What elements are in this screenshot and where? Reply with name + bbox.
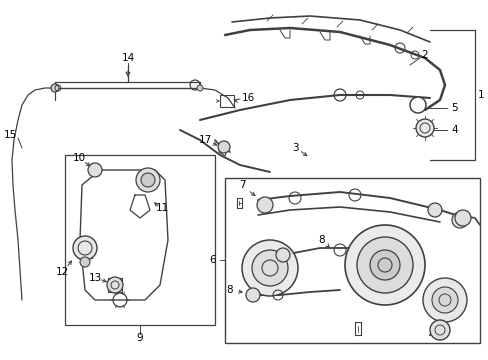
Circle shape [73, 236, 97, 260]
Bar [220, 95, 234, 107]
Bar [65, 155, 215, 325]
Circle shape [107, 277, 123, 293]
Circle shape [141, 173, 155, 187]
Text: 3: 3 [291, 143, 298, 153]
Text: 1: 1 [477, 90, 483, 100]
Circle shape [451, 212, 467, 228]
Bar [224, 178, 479, 343]
Text: 5: 5 [451, 103, 457, 113]
Circle shape [197, 85, 203, 91]
Circle shape [431, 287, 457, 313]
Circle shape [415, 119, 433, 137]
Circle shape [275, 248, 289, 262]
Text: 8: 8 [318, 235, 325, 245]
Circle shape [257, 197, 272, 213]
Circle shape [454, 210, 470, 226]
Text: 6: 6 [209, 255, 216, 265]
Circle shape [51, 84, 59, 92]
Text: 7: 7 [238, 180, 245, 190]
Circle shape [242, 240, 297, 296]
Circle shape [80, 257, 90, 267]
Text: 14: 14 [121, 53, 134, 63]
Text: 8: 8 [226, 285, 233, 295]
Text: 12: 12 [55, 267, 68, 277]
Text: 16: 16 [241, 93, 254, 103]
Circle shape [409, 97, 425, 113]
Text: 15: 15 [3, 130, 17, 140]
Circle shape [422, 278, 466, 322]
Circle shape [245, 288, 260, 302]
Text: 11: 11 [155, 203, 168, 213]
Circle shape [218, 141, 229, 153]
Circle shape [136, 168, 160, 192]
Circle shape [369, 250, 399, 280]
Circle shape [429, 320, 449, 340]
Text: 9: 9 [137, 333, 143, 343]
Circle shape [251, 250, 287, 286]
Circle shape [427, 203, 441, 217]
Text: 10: 10 [72, 153, 85, 163]
Text: 17: 17 [198, 135, 211, 145]
Text: 13: 13 [88, 273, 102, 283]
Circle shape [356, 237, 412, 293]
Circle shape [345, 225, 424, 305]
Circle shape [88, 163, 102, 177]
Text: 4: 4 [451, 125, 457, 135]
Bar [100, 170, 155, 300]
Text: 2: 2 [421, 50, 427, 60]
